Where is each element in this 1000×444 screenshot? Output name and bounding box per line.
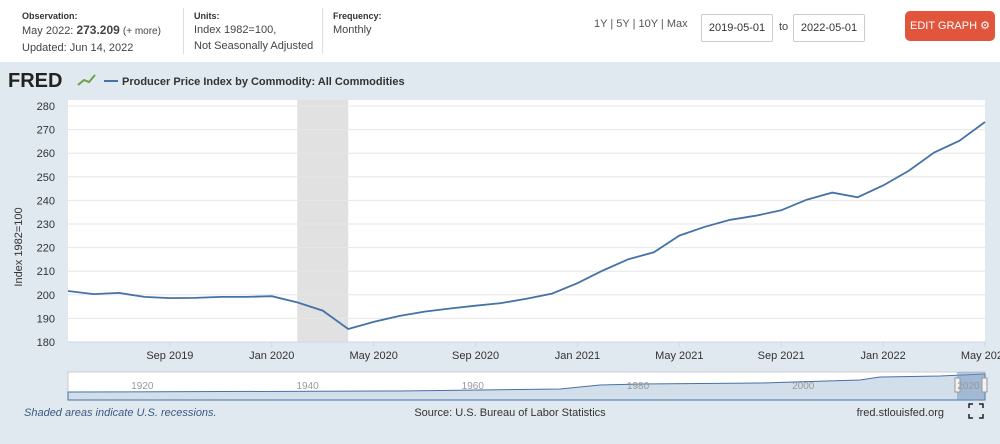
label: Frequency: <box>333 11 382 21</box>
units: Not Seasonally Adjusted <box>194 40 314 52</box>
range-link[interactable]: Max <box>666 18 688 30</box>
plot-area <box>68 100 985 342</box>
navigator-tick-label: 1920 <box>131 381 154 392</box>
chart: FRED Producer Price Index by Commodity: … <box>0 62 1000 444</box>
x-tick-label: May 2020 <box>350 350 398 362</box>
x-tick-label: Jan 2020 <box>249 350 294 362</box>
legend-label: Producer Price Index by Commodity: All C… <box>122 76 405 88</box>
navigator-tick-label: 2000 <box>792 381 815 392</box>
fullscreen-icon[interactable] <box>968 403 984 419</box>
label: Units: <box>194 11 220 21</box>
observation-date: May 2022: <box>22 25 74 37</box>
range-link[interactable]: 5Y <box>616 18 630 30</box>
recession-shading <box>297 100 349 342</box>
x-tick-label: Sep 2021 <box>758 350 805 362</box>
range-link[interactable]: 1Y <box>594 18 608 30</box>
y-tick-label: 200 <box>37 290 55 302</box>
more-link[interactable]: (+ more) <box>122 26 161 37</box>
header: Observation: May 2022: 273.209 (+ more) … <box>0 0 1000 62</box>
y-tick-label: 210 <box>37 266 55 278</box>
y-tick-label: 240 <box>37 195 55 207</box>
button-label: EDIT GRAPH <box>910 20 978 32</box>
edit-graph-button[interactable]: EDIT GRAPH ⚙ <box>905 11 995 41</box>
source: Source: U.S. Bureau of Labor Statistics <box>414 407 606 419</box>
navigator-tick-label: 2020 <box>957 381 980 392</box>
y-axis-title: Index 1982=100 <box>13 207 25 286</box>
logo-icon <box>77 74 96 86</box>
label: Observation: <box>22 11 78 21</box>
navigator-tick-label: 1980 <box>627 381 650 392</box>
y-tick-label: 280 <box>37 101 55 113</box>
start-date-input[interactable]: 2019-05-01 <box>701 14 773 42</box>
y-tick-label: 230 <box>37 219 55 231</box>
navigator-tick-label: 1960 <box>462 381 485 392</box>
observation-value: 273.209 <box>76 23 120 37</box>
separator <box>183 8 184 54</box>
separator <box>322 8 323 54</box>
recession-note: Shaded areas indicate U.S. recessions. <box>24 407 217 419</box>
x-tick-label: Jan 2022 <box>860 350 905 362</box>
y-tick-label: 270 <box>37 125 55 137</box>
range-links: 1Y | 5Y | 10Y | Max <box>594 18 688 30</box>
y-tick-label: 260 <box>37 148 55 160</box>
fred-logo: FRED <box>8 70 62 92</box>
frequency-block: Frequency: Monthly <box>333 10 382 38</box>
frequency: Monthly <box>333 24 372 36</box>
navigator-tick-label: 1940 <box>296 381 319 392</box>
y-tick-label: 220 <box>37 243 55 255</box>
x-tick-label: Sep 2020 <box>452 350 499 362</box>
units: Index 1982=100, <box>194 24 277 36</box>
y-tick-label: 190 <box>37 313 55 325</box>
site-link[interactable]: fred.stlouisfed.org <box>857 407 944 419</box>
to-label: to <box>779 21 789 33</box>
updated: Updated: Jun 14, 2022 <box>22 42 134 54</box>
navigator-handle[interactable] <box>954 377 961 393</box>
y-tick-label: 250 <box>37 172 55 184</box>
x-tick-label: Sep 2019 <box>146 350 193 362</box>
x-tick-label: Jan 2021 <box>555 350 600 362</box>
navigator-selection[interactable] <box>957 372 985 400</box>
units-block: Units: Index 1982=100, Not Seasonally Ad… <box>194 10 313 54</box>
series-line <box>67 121 986 330</box>
x-tick-label: May 2021 <box>655 350 703 362</box>
x-tick-label: May 2022 <box>961 350 1000 362</box>
navigator-handle[interactable] <box>981 377 988 393</box>
y-tick-label: 180 <box>37 337 55 349</box>
end-date-input[interactable]: 2022-05-01 <box>793 14 865 42</box>
range-link[interactable]: 10Y <box>638 18 658 30</box>
observation-block: Observation: May 2022: 273.209 (+ more) … <box>22 10 161 56</box>
